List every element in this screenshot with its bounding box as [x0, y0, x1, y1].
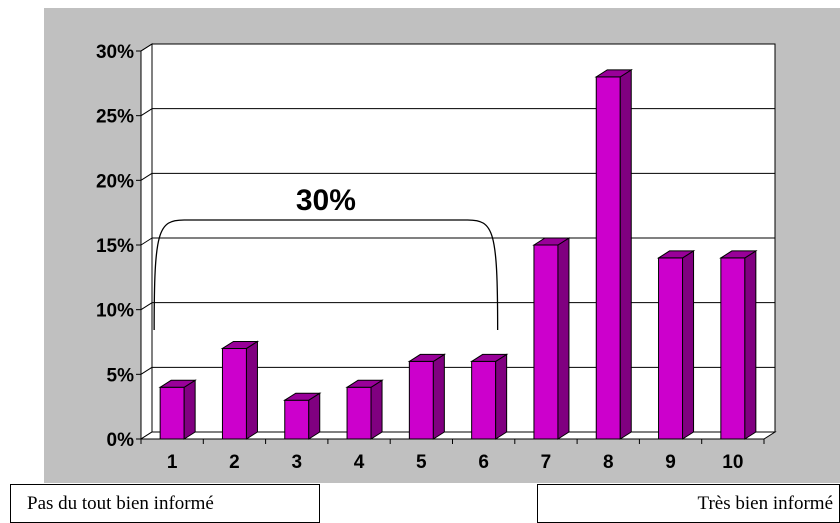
bar-side	[245, 340, 258, 440]
bar-top	[283, 392, 322, 401]
bar-side	[370, 379, 383, 440]
y-tick-label: 10%	[96, 301, 134, 322]
y-tick-label: 15%	[96, 236, 134, 257]
bar	[720, 257, 746, 440]
scale-high-caption: Très bien informé	[537, 484, 840, 523]
bar	[221, 347, 247, 440]
x-tick-label: 9	[665, 452, 676, 473]
x-tick-label: 3	[291, 452, 302, 473]
bar-top	[532, 237, 571, 246]
bar-chart: 0% 5% 10% 15% 20% 25% 30% 1 2 3 4 5 6 7 8 9 10 30%	[96, 42, 777, 473]
bar-side	[682, 250, 695, 440]
bar-side	[495, 353, 508, 440]
bar-side	[432, 353, 445, 440]
y-tick-label: 5%	[107, 365, 135, 386]
bar-top	[220, 340, 260, 349]
bar	[533, 244, 559, 440]
bar-top	[469, 353, 509, 362]
bar-side	[183, 379, 196, 440]
x-tick-label: 8	[603, 452, 614, 473]
x-tick-label: 10	[722, 452, 743, 473]
chart-area: 0% 5% 10% 15% 20% 25% 30% 1 2 3 4 5 6 7 8 9 10 30%	[44, 8, 840, 483]
scale-low-caption: Pas du tout bien informé	[10, 484, 320, 523]
bar	[595, 76, 621, 440]
bar-top	[158, 379, 197, 388]
bar	[346, 386, 372, 440]
bar-top	[345, 379, 384, 388]
gridline-side	[140, 302, 153, 311]
x-tick-label: 4	[354, 452, 365, 473]
bar	[159, 386, 185, 440]
annotation-label: 30%	[296, 184, 356, 217]
bar-side	[557, 237, 570, 440]
annotation-bracket	[153, 219, 499, 331]
x-tick-label: 7	[541, 452, 552, 473]
gridline-side	[140, 172, 153, 181]
bar-top	[719, 250, 758, 259]
gridline-side	[140, 108, 153, 117]
gridline-side	[140, 366, 153, 375]
bar-side	[619, 68, 632, 440]
y-tick-label: 20%	[96, 171, 134, 192]
bar-top	[594, 69, 633, 78]
x-tick-label: 5	[416, 452, 427, 473]
bar-top	[407, 353, 447, 362]
y-tick-label: 25%	[96, 107, 134, 128]
bar	[284, 399, 310, 440]
y-tick-label: 0%	[107, 430, 135, 451]
gridline-side	[140, 237, 153, 246]
x-tick-label: 6	[478, 452, 489, 473]
bar-top	[656, 250, 696, 259]
y-tick-label: 30%	[96, 42, 134, 63]
x-tick-label: 2	[229, 452, 240, 473]
gridline-side	[140, 43, 153, 52]
bar	[471, 360, 497, 440]
bar-side	[744, 250, 757, 440]
x-tick-label: 1	[167, 452, 178, 473]
bar	[658, 257, 684, 440]
bar	[408, 360, 434, 440]
bar-side	[308, 392, 321, 440]
